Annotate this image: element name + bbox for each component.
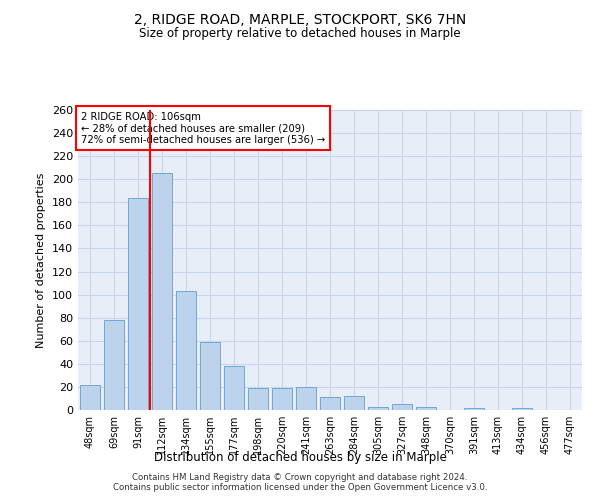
Bar [344,396,364,410]
Bar [104,320,124,410]
Bar [464,408,484,410]
Bar [224,366,244,410]
Bar [368,406,388,410]
Bar [512,408,532,410]
Bar [320,398,340,410]
Bar [176,291,196,410]
Bar [80,384,100,410]
Text: 2 RIDGE ROAD: 106sqm
← 28% of detached houses are smaller (209)
72% of semi-deta: 2 RIDGE ROAD: 106sqm ← 28% of detached h… [80,112,325,144]
Text: 2, RIDGE ROAD, MARPLE, STOCKPORT, SK6 7HN: 2, RIDGE ROAD, MARPLE, STOCKPORT, SK6 7H… [134,12,466,26]
Y-axis label: Number of detached properties: Number of detached properties [37,172,46,348]
Bar [152,174,172,410]
Bar [296,387,316,410]
Bar [392,404,412,410]
Bar [128,198,148,410]
Text: Size of property relative to detached houses in Marple: Size of property relative to detached ho… [139,28,461,40]
Text: Contains HM Land Registry data © Crown copyright and database right 2024.
Contai: Contains HM Land Registry data © Crown c… [113,473,487,492]
Bar [200,342,220,410]
Bar [272,388,292,410]
Bar [248,388,268,410]
Bar [416,406,436,410]
Text: Distribution of detached houses by size in Marple: Distribution of detached houses by size … [154,451,446,464]
